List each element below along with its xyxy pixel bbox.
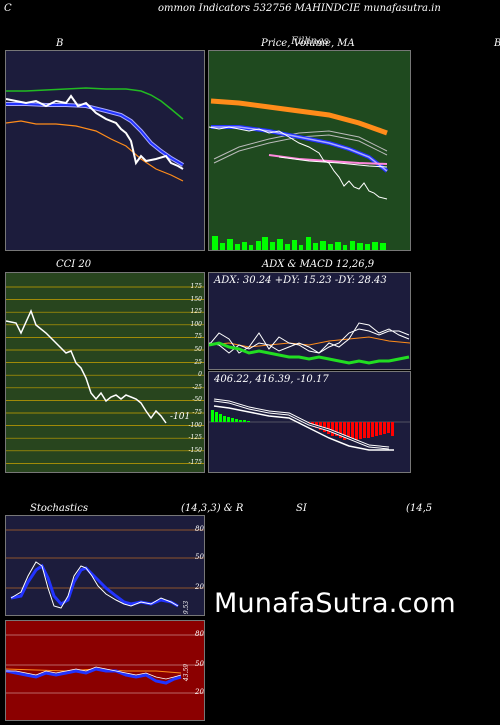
price-line: [209, 126, 388, 200]
adx-orange-line: [209, 336, 410, 348]
cci-svg: [6, 286, 204, 464]
volume-bars: [212, 236, 386, 250]
macd-values: 406.22, 416.39, -10.17: [214, 374, 329, 385]
stoch-d-line: [10, 563, 179, 608]
rsi-params: (14,5: [406, 503, 433, 514]
cci-title: CCI 20: [56, 259, 92, 270]
macd-line-inner: [213, 399, 390, 449]
header-left-char: C: [4, 3, 12, 14]
bollinger-svg: [6, 87, 185, 182]
bollinger-mid-band-core: [6, 103, 184, 166]
ma-long-orange: [210, 98, 388, 136]
stochastics-chart: 80 50 20 9.53: [5, 515, 205, 616]
adx-values: ADX: 30.24 +DY: 15.23 -DY: 28.43: [214, 275, 387, 286]
cci-level-label: 100: [190, 320, 202, 328]
ma-blue: [211, 125, 389, 173]
price-chart: [208, 50, 411, 251]
macd-signal-line: [213, 405, 394, 451]
macd-histogram-positive: [211, 410, 250, 422]
stoch-label-50: 50: [195, 553, 204, 561]
rsi-current-value: 43.59: [183, 663, 191, 682]
ma-blue-highlight: [211, 126, 388, 172]
cci-level-label: -150: [188, 446, 202, 454]
cci-level-label: -125: [188, 434, 202, 442]
adx-svg: [209, 322, 410, 365]
bollinger-chart: [5, 50, 205, 251]
bollinger-mid-band: [6, 102, 185, 167]
cci-level-label: 150: [190, 295, 202, 303]
rsi-chart: 80 50 20 43.59: [5, 620, 205, 721]
price-svg: [209, 98, 389, 250]
adx-green-line: [209, 341, 410, 365]
cci-level-label: -25: [192, 383, 202, 391]
stoch-k-line: [10, 561, 179, 609]
ma-pink: [268, 154, 388, 165]
price-overlay-text: Fillings: [291, 36, 329, 47]
ma-upper-gray: [213, 130, 388, 160]
cci-level-label: 0: [198, 371, 202, 379]
cci-level-label: 175: [190, 283, 202, 290]
cci-level-label: 50: [194, 346, 202, 353]
rsi-title: SI: [296, 503, 307, 514]
stochastics-title: Stochastics: [30, 503, 88, 514]
adx-macd-title: ADX & MACD 12,26,9: [262, 259, 375, 270]
stoch-label-80: 80: [195, 525, 204, 533]
bollinger-upper-band: [6, 87, 184, 120]
cci-level-label: -50: [192, 396, 202, 404]
rsi-svg: [6, 634, 204, 694]
cci-level-label: -75: [192, 409, 202, 416]
adx-white-line-2: [209, 328, 410, 354]
cci-line: [6, 309, 167, 424]
cci-level-label: 75: [194, 333, 202, 341]
cci-level-label: 125: [190, 308, 202, 316]
rsi-blue-line: [6, 667, 182, 685]
rsi-white-line: [6, 666, 182, 680]
macd-chart: 406.22, 416.39, -10.17: [208, 371, 411, 473]
cci-level-label: -100: [188, 421, 202, 429]
cci-chart: 175 150 125 100 75 50 25 0 -25 -50 -75 -100 -125 -150…: [5, 272, 205, 473]
page-title: ommon Indicators 532756 MAHINDCIE munafa…: [158, 3, 441, 14]
stoch-current-value: 9.53: [183, 600, 191, 615]
bollinger-price: [6, 94, 184, 170]
rsi-label-50: 50: [195, 660, 204, 668]
macd-svg: [209, 398, 410, 451]
rsi-label-80: 80: [195, 630, 204, 638]
cut-right-title: B: [494, 38, 500, 49]
stochastics-params: (14,3,3) & R: [181, 503, 244, 514]
cci-level-label: 25: [194, 358, 202, 366]
price-title: Price, Volume, MA: [261, 38, 355, 49]
cci-current-value: -101: [170, 412, 191, 422]
watermark: MunafaSutra.com: [214, 588, 456, 619]
stoch-label-20: 20: [195, 583, 204, 591]
stochastics-svg: [6, 529, 204, 609]
rsi-label-20: 20: [195, 688, 204, 696]
bollinger-lower-band: [6, 120, 184, 182]
adx-chart: ADX: 30.24 +DY: 15.23 -DY: 28.43: [208, 272, 411, 370]
cci-level-label: -175: [188, 459, 202, 467]
ma-white: [278, 156, 388, 168]
bollinger-title: B: [56, 38, 64, 49]
